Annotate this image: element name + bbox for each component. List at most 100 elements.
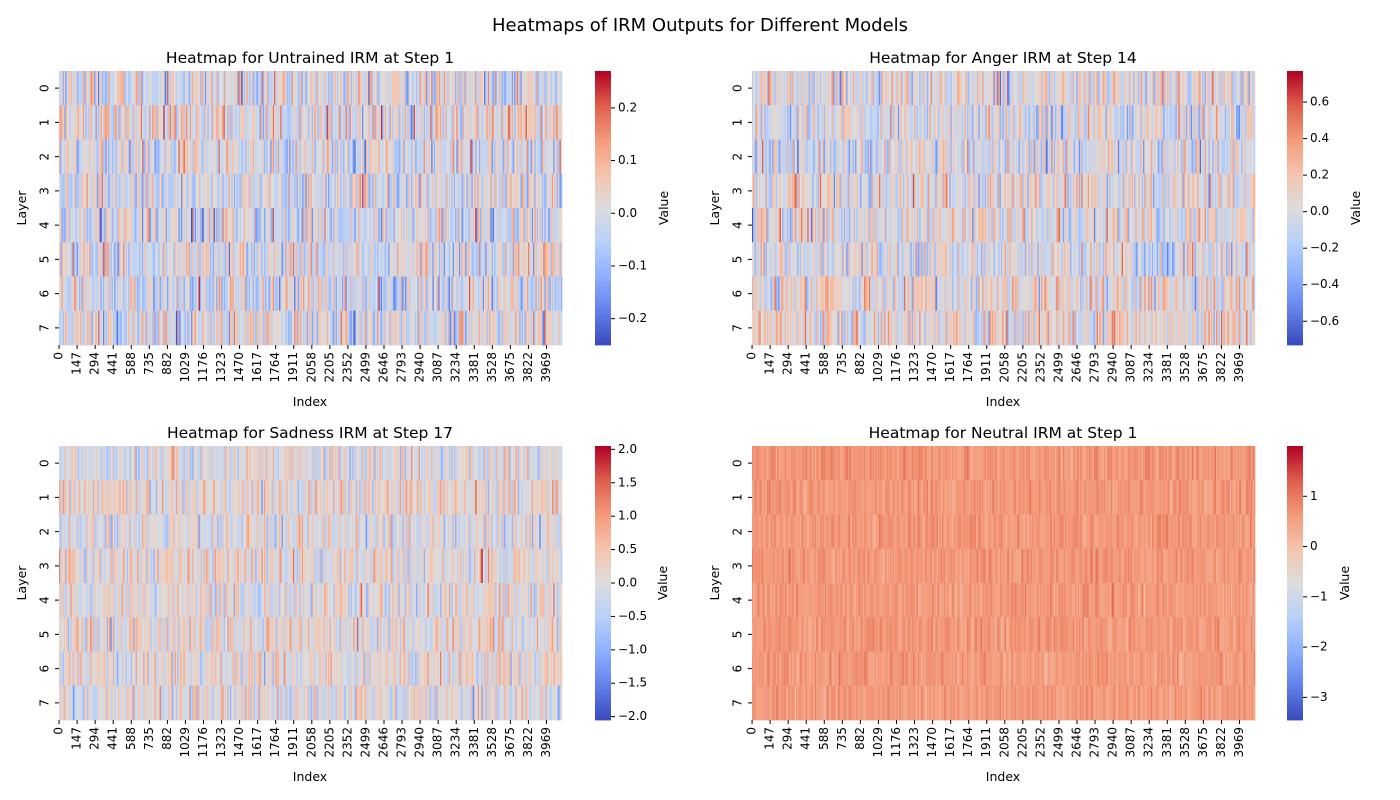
heatmap-cell (157, 71, 159, 106)
heatmap-cell (933, 71, 935, 106)
heatmap-cell (536, 310, 539, 346)
heatmap-cell (143, 173, 145, 209)
heatmap-cell (280, 71, 282, 106)
heatmap-cell (394, 173, 397, 209)
heatmap-cell (174, 310, 177, 346)
heatmap-cell (418, 173, 421, 209)
heatmap-cell (279, 173, 281, 209)
colorbar-segment (595, 242, 611, 245)
heatmap-cell (178, 105, 181, 140)
heatmap-cell (397, 173, 399, 209)
heatmap-cell (466, 276, 469, 312)
heatmap-cell (507, 276, 510, 312)
heatmap-cell (500, 242, 502, 277)
heatmap-cell (70, 173, 72, 209)
heatmap-cell (131, 310, 134, 346)
heatmap-cell (365, 310, 368, 346)
heatmap-cell (276, 276, 279, 312)
heatmap-cell (192, 71, 194, 106)
heatmap-cell (329, 139, 331, 175)
heatmap-cell (169, 310, 172, 346)
heatmap-cell (121, 139, 124, 175)
heatmap-cell (120, 71, 123, 106)
heatmap-cell (160, 71, 163, 106)
heatmap-cell (61, 310, 64, 346)
heatmap-cell (530, 105, 533, 140)
heatmap-cell (534, 139, 536, 175)
heatmap-cell (357, 310, 359, 346)
heatmap-cell (344, 105, 347, 140)
heatmap-cell (81, 71, 84, 106)
heatmap-cell (363, 242, 365, 277)
heatmap-cell (365, 173, 368, 209)
heatmap-cell (494, 105, 496, 140)
heatmap-cell (375, 173, 378, 209)
heatmap-cell (329, 310, 331, 346)
x-tick-label: 3234 (449, 352, 463, 383)
heatmap-cell (103, 173, 105, 209)
heatmap-cell (177, 105, 179, 140)
heatmap-cell (427, 173, 430, 209)
heatmap-cell (182, 310, 184, 346)
heatmap-cell (305, 173, 308, 209)
heatmap-cell (252, 208, 255, 243)
heatmap-cell (364, 71, 367, 106)
heatmap-cell (311, 139, 314, 175)
heatmap-cell (355, 208, 358, 243)
heatmap-cell (131, 208, 134, 243)
heatmap-cell (452, 139, 455, 175)
heatmap-cell (504, 242, 506, 277)
heatmap-cell (388, 105, 391, 140)
heatmap-cell (65, 139, 67, 175)
heatmap-cell (479, 139, 481, 175)
heatmap-cell (128, 173, 130, 209)
heatmap-cell (485, 173, 487, 209)
heatmap-cell (479, 242, 481, 277)
heatmap-cell (526, 139, 529, 175)
heatmap-cell (113, 242, 115, 277)
heatmap-cell (159, 139, 162, 175)
heatmap-cell (114, 276, 116, 312)
heatmap-cell (456, 276, 458, 312)
heatmap-cell (451, 242, 453, 277)
heatmap-cell (294, 139, 296, 175)
heatmap-cell (131, 71, 134, 106)
heatmap-cell (125, 139, 128, 175)
heatmap-cell (242, 173, 245, 209)
colorbar-tick-label: −0.2 (618, 311, 647, 325)
heatmap-cell (409, 242, 412, 277)
colorbar-tick-label: 0.0 (618, 206, 637, 220)
heatmap-cell (534, 276, 536, 312)
heatmap-cell (243, 242, 246, 277)
heatmap-cell (319, 139, 321, 175)
heatmap-cell (374, 105, 377, 140)
heatmap-cell (70, 276, 72, 312)
heatmap-cell (178, 139, 181, 175)
heatmap-cell (408, 139, 411, 175)
heatmap-cell (476, 208, 479, 243)
heatmap-cell (204, 139, 207, 175)
heatmap-cell (538, 242, 540, 277)
heatmap-cell (180, 173, 183, 209)
heatmap-cell (74, 71, 76, 106)
heatmap-cell (490, 173, 492, 209)
heatmap-cell (553, 173, 555, 209)
heatmap-cell (148, 276, 150, 312)
heatmap-cell (74, 105, 76, 140)
heatmap-cell (396, 276, 398, 312)
heatmap-cell (367, 276, 369, 312)
colorbar-segment (595, 297, 611, 300)
x-axis-label: Index (293, 394, 327, 409)
heatmap-cell (184, 208, 187, 243)
heatmap-cell (515, 105, 518, 140)
heatmap-cell (237, 71, 240, 106)
heatmap-cell (479, 208, 481, 243)
heatmap-cell (154, 276, 157, 312)
heatmap-cell (216, 105, 218, 140)
heatmap-cell (271, 139, 274, 175)
heatmap-cell (329, 208, 331, 243)
heatmap-cell (540, 173, 543, 209)
heatmap-cell (774, 71, 777, 106)
heatmap-cell (538, 173, 540, 209)
heatmap-cell (861, 71, 864, 106)
